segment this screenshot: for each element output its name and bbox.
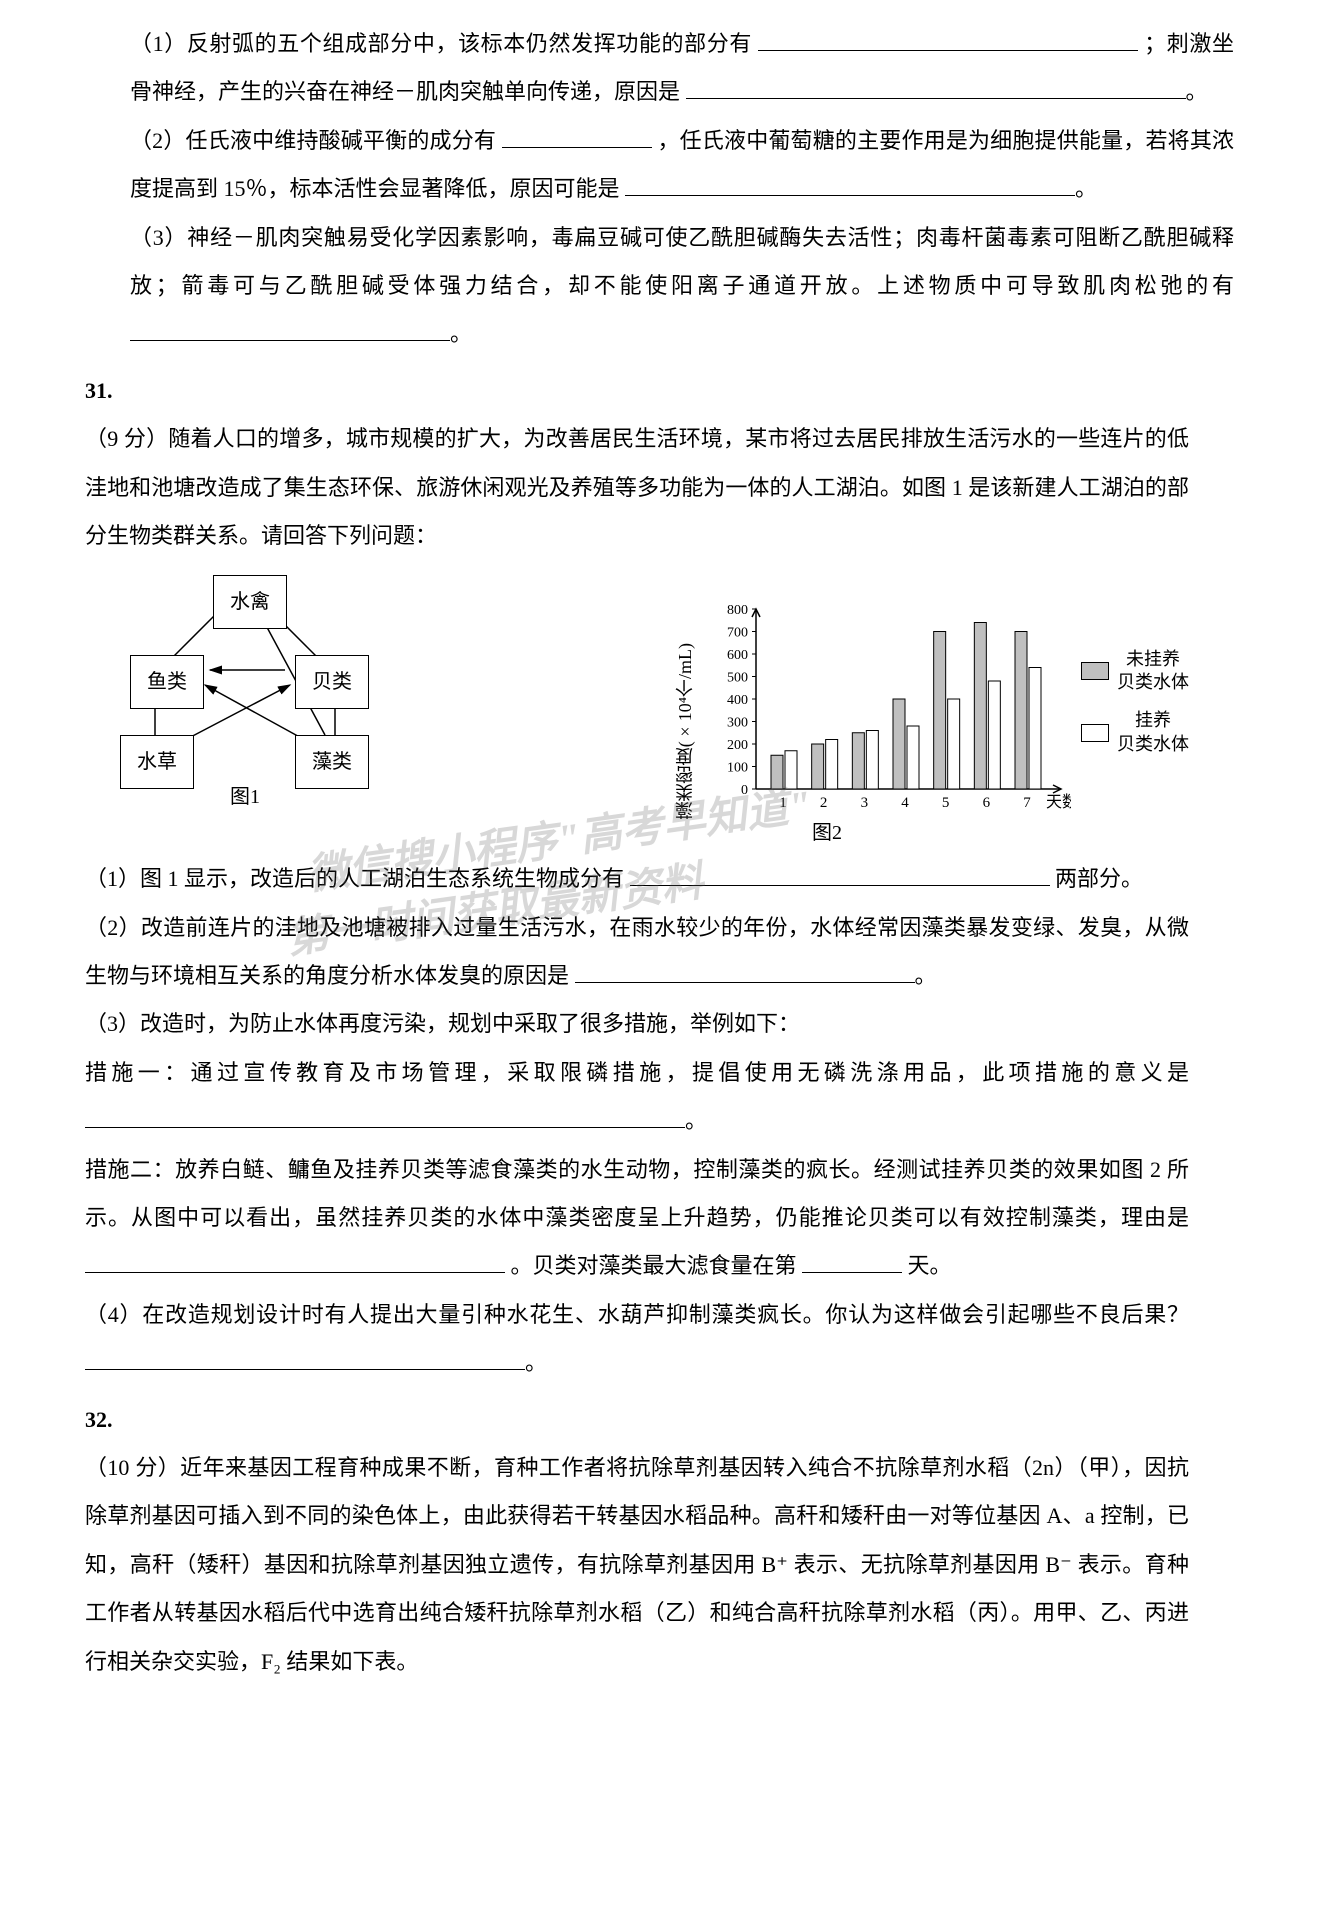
- chart-legend: 未挂养贝类水体 挂养贝类水体: [1081, 648, 1189, 772]
- blank: [502, 124, 652, 148]
- svg-text:7: 7: [1023, 795, 1031, 811]
- q31-intro-text: 随着人口的增多，城市规模的扩大，为改善居民生活环境，某市将过去居民排放生活污水的…: [85, 426, 1189, 548]
- chart-ylabel: 藻类密度(×10⁴个/mL): [666, 643, 706, 819]
- q30-p1a-text: （1）反射弧的五个组成部分中，该标本仍然发挥功能的部分有: [130, 31, 752, 56]
- q31-measure2: 措施二：放养白鲢、鳙鱼及挂养贝类等滤食藻类的水生动物，控制藻类的疯长。经测试挂养…: [85, 1146, 1189, 1291]
- q30-part1: （1）反射弧的五个组成部分中，该标本仍然发挥功能的部分有 ；刺激坐骨神经，产生的…: [130, 20, 1234, 117]
- q31-points: （9 分）: [85, 426, 168, 451]
- question-32: 32. （10 分）近年来基因工程育种成果不断，育种工作者将抗除草剂基因转入纯合…: [85, 1396, 1234, 1686]
- q30-p3-text: （3）神经－肌肉突触易受化学因素影响，毒扁豆碱可使乙酰胆碱酶失去活性；肉毒杆菌毒…: [130, 225, 1234, 298]
- legend-text-2: 挂养贝类水体: [1117, 709, 1189, 756]
- bar-chart-svg: 0 100 200 300 400 500 600 700 800 1 2 3 4 5 6 7 天数(d): [711, 599, 1071, 819]
- blank: [802, 1249, 902, 1273]
- blank: [625, 172, 1075, 196]
- legend-text-1: 未挂养贝类水体: [1117, 648, 1189, 695]
- blank: [85, 1104, 685, 1128]
- food-web-diagram: 水禽 鱼类 贝类 水草 藻类: [85, 570, 405, 770]
- svg-text:200: 200: [727, 738, 748, 753]
- q31-measure1: 措施一：通过宣传教育及市场管理，采取限磷措施，提倡使用无磷洗涤用品，此项措施的意…: [85, 1049, 1189, 1146]
- blank: [85, 1346, 525, 1370]
- svg-text:6: 6: [983, 795, 991, 811]
- q31-p3m2b: 。贝类对藻类最大滤食量在第: [511, 1253, 797, 1278]
- question-31: 31. （9 分）随着人口的增多，城市规模的扩大，为改善居民生活环境，某市将过去…: [85, 367, 1234, 1388]
- svg-text:300: 300: [727, 716, 748, 731]
- legend-box-2: [1081, 724, 1109, 742]
- q31-p1a: （1）图 1 显示，改造后的人工湖泊生态系统生物成分有: [85, 866, 624, 891]
- svg-text:2: 2: [820, 795, 828, 811]
- node-shellfish: 贝类: [295, 655, 369, 709]
- svg-text:100: 100: [727, 761, 748, 776]
- q31-p3m2c: 天。: [908, 1253, 952, 1278]
- svg-text:4: 4: [901, 795, 909, 811]
- svg-text:3: 3: [861, 795, 869, 811]
- legend-box-1: [1081, 662, 1109, 680]
- q32-intro: （10 分）近年来基因工程育种成果不断，育种工作者将抗除草剂基因转入纯合不抗除草…: [85, 1444, 1189, 1686]
- legend-item-1: 未挂养贝类水体: [1081, 648, 1189, 695]
- node-fish: 鱼类: [130, 655, 204, 709]
- q31-part4: （4）在改造规划设计时有人提出大量引种水花生、水葫芦抑制藻类疯长。你认为这样做会…: [85, 1291, 1189, 1388]
- svg-text:5: 5: [942, 795, 950, 811]
- q31-part1: （1）图 1 显示，改造后的人工湖泊生态系统生物成分有 两部分。: [85, 855, 1189, 903]
- q31-number: 31.: [85, 367, 130, 415]
- svg-text:0: 0: [741, 783, 748, 798]
- blank: [85, 1249, 505, 1273]
- q31-part2: （2）改造前连片的洼地及池塘被排入过量生活污水，在雨水较少的年份，水体经常因藻类…: [85, 904, 1189, 1001]
- figures-row: 水禽 鱼类 贝类 水草 藻类 图1 藻类密度(×10⁴个/mL) 0 100 200…: [85, 570, 1189, 819]
- q31-p4a: （4）在改造规划设计时有人提出大量引种水花生、水葫芦抑制藻类疯长。你认为这样做会…: [85, 1302, 1189, 1327]
- blank: [630, 862, 1050, 886]
- q31-part3: （3）改造时，为防止水体再度污染，规划中采取了很多措施，举例如下：: [85, 1000, 1189, 1048]
- svg-text:600: 600: [727, 648, 748, 663]
- svg-text:500: 500: [727, 671, 748, 686]
- node-waterplant: 水草: [120, 735, 194, 789]
- q32-intro-text: 近年来基因工程育种成果不断，育种工作者将抗除草剂基因转入纯合不抗除草剂水稻（2n…: [85, 1455, 1189, 1674]
- legend-item-2: 挂养贝类水体: [1081, 709, 1189, 756]
- blank: [130, 317, 450, 341]
- q31-p3m2a: 措施二：放养白鲢、鳙鱼及挂养贝类等滤食藻类的水生动物，控制藻类的疯长。经测试挂养…: [85, 1157, 1189, 1230]
- page-content: （1）反射弧的五个组成部分中，该标本仍然发挥功能的部分有 ；刺激坐骨神经，产生的…: [85, 20, 1234, 1686]
- blank: [686, 75, 1186, 99]
- figure-1: 水禽 鱼类 贝类 水草 藻类 图1: [85, 570, 405, 819]
- blank: [575, 959, 915, 983]
- q30-part3: （3）神经－肌肉突触易受化学因素影响，毒扁豆碱可使乙酰胆碱酶失去活性；肉毒杆菌毒…: [130, 214, 1234, 359]
- q31-intro: （9 分）随着人口的增多，城市规模的扩大，为改善居民生活环境，某市将过去居民排放…: [85, 415, 1189, 560]
- figure-2: 藻类密度(×10⁴个/mL) 0 100 200 300 400 500 600 700 800…: [666, 599, 1189, 819]
- svg-text:1: 1: [779, 795, 787, 811]
- q31-p1b: 两部分。: [1055, 866, 1143, 891]
- question-30-continuation: （1）反射弧的五个组成部分中，该标本仍然发挥功能的部分有 ；刺激坐骨神经，产生的…: [85, 20, 1234, 359]
- q30-p2a-text: （2）任氏液中维持酸碱平衡的成分有: [130, 128, 496, 153]
- svg-text:800: 800: [727, 603, 748, 618]
- node-algae: 藻类: [295, 735, 369, 789]
- svg-text:400: 400: [727, 693, 748, 708]
- q31-p3m1a: 措施一：通过宣传教育及市场管理，采取限磷措施，提倡使用无磷洗涤用品，此项措施的意…: [85, 1060, 1189, 1085]
- q31-p3intro: （3）改造时，为防止水体再度污染，规划中采取了很多措施，举例如下：: [85, 1011, 800, 1036]
- q32-points: （10 分）: [85, 1455, 180, 1480]
- q32-number: 32.: [85, 1396, 130, 1444]
- node-waterfowl: 水禽: [213, 575, 287, 629]
- svg-text:700: 700: [727, 626, 748, 641]
- svg-text:天数(d): 天数(d): [1046, 793, 1071, 811]
- q30-part2: （2）任氏液中维持酸碱平衡的成分有 ，任氏液中葡萄糖的主要作用是为细胞提供能量，…: [130, 117, 1234, 214]
- blank: [758, 27, 1138, 51]
